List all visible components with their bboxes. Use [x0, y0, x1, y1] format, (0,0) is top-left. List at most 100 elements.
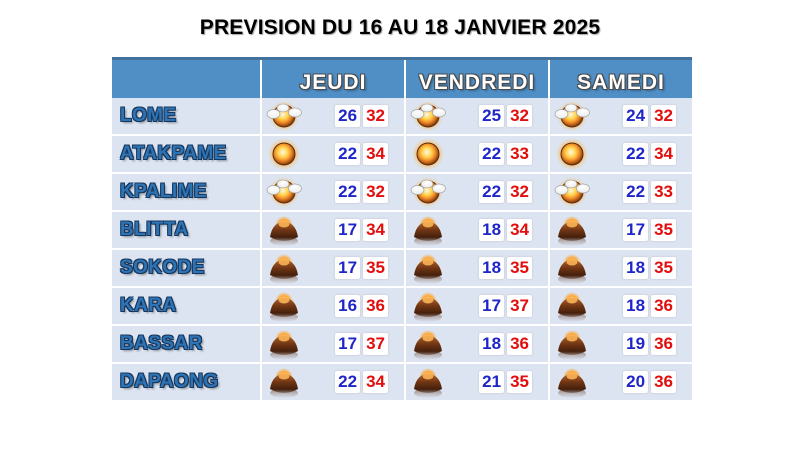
temp-min: 18 [623, 295, 649, 317]
day-cell: 17 37 [406, 288, 548, 324]
day-cell: 18 36 [406, 326, 548, 362]
day-cell: 17 34 [262, 212, 404, 248]
temperature-pair: 17 37 [335, 333, 388, 355]
haze-icon [266, 213, 302, 247]
day-cell: 26 32 [262, 98, 404, 134]
haze-icon [266, 251, 302, 285]
haze-icon [554, 365, 590, 399]
day-cell: 21 35 [406, 364, 548, 400]
temp-max: 32 [507, 181, 532, 203]
temp-min: 24 [623, 105, 649, 127]
temp-max: 34 [363, 219, 388, 241]
haze-icon [410, 251, 446, 285]
day-cell: 17 35 [550, 212, 692, 248]
day-cell: 22 33 [406, 136, 548, 172]
temperature-pair: 20 36 [623, 371, 676, 393]
day-cell: 22 34 [262, 364, 404, 400]
day-cell: 18 35 [406, 250, 548, 286]
day-cell: 16 36 [262, 288, 404, 324]
temp-min: 22 [623, 181, 649, 203]
temp-max: 35 [651, 219, 676, 241]
temp-min: 22 [623, 143, 649, 165]
haze-icon [266, 289, 302, 323]
day-cell: 22 32 [406, 174, 548, 210]
temp-min: 25 [479, 105, 505, 127]
temperature-pair: 22 32 [479, 181, 532, 203]
temp-min: 22 [335, 181, 361, 203]
temp-min: 20 [623, 371, 649, 393]
city-label: ATAKPAME [112, 136, 260, 172]
sun-clouds-icon [266, 99, 302, 133]
temp-max: 32 [363, 181, 388, 203]
temperature-pair: 17 37 [479, 295, 532, 317]
temp-max: 37 [507, 295, 532, 317]
temp-max: 32 [651, 105, 676, 127]
temp-min: 17 [335, 257, 361, 279]
temperature-pair: 22 34 [623, 143, 676, 165]
day-cell: 18 35 [550, 250, 692, 286]
temp-max: 36 [651, 333, 676, 355]
temp-max: 36 [363, 295, 388, 317]
sun-icon [554, 137, 590, 171]
temperature-pair: 18 34 [479, 219, 532, 241]
sun-clouds-icon [554, 99, 590, 133]
temp-max: 35 [507, 257, 532, 279]
city-label: DAPAONG [112, 364, 260, 400]
temp-min: 18 [623, 257, 649, 279]
city-label: BASSAR [112, 326, 260, 362]
temperature-pair: 25 32 [479, 105, 532, 127]
temp-max: 34 [363, 371, 388, 393]
city-label: SOKODE [112, 250, 260, 286]
temp-min: 18 [479, 333, 505, 355]
haze-icon [554, 327, 590, 361]
temp-min: 17 [479, 295, 505, 317]
temp-min: 21 [479, 371, 505, 393]
day-cell: 25 32 [406, 98, 548, 134]
temp-min: 17 [335, 219, 361, 241]
temp-max: 35 [507, 371, 532, 393]
temperature-pair: 22 34 [335, 143, 388, 165]
temp-max: 36 [507, 333, 532, 355]
temperature-pair: 26 32 [335, 105, 388, 127]
temp-min: 17 [335, 333, 361, 355]
haze-icon [410, 327, 446, 361]
temperature-pair: 18 36 [623, 295, 676, 317]
temp-max: 35 [363, 257, 388, 279]
temperature-pair: 24 32 [623, 105, 676, 127]
sun-clouds-icon [410, 175, 446, 209]
city-label: LOME [112, 98, 260, 134]
temp-min: 16 [335, 295, 361, 317]
sun-icon [266, 137, 302, 171]
day-cell: 24 32 [550, 98, 692, 134]
temp-max: 32 [507, 105, 532, 127]
temperature-pair: 19 36 [623, 333, 676, 355]
haze-icon [554, 251, 590, 285]
temperature-pair: 22 32 [335, 181, 388, 203]
temperature-pair: 18 35 [479, 257, 532, 279]
temp-min: 19 [623, 333, 649, 355]
temp-max: 34 [651, 143, 676, 165]
temp-min: 18 [479, 257, 505, 279]
city-label: KPALIME [112, 174, 260, 210]
haze-icon [410, 289, 446, 323]
haze-icon [410, 213, 446, 247]
temp-max: 37 [363, 333, 388, 355]
temperature-pair: 22 33 [623, 181, 676, 203]
sun-icon [410, 137, 446, 171]
sun-clouds-icon [554, 175, 590, 209]
haze-icon [266, 327, 302, 361]
temp-max: 36 [651, 371, 676, 393]
temp-max: 33 [507, 143, 532, 165]
day-cell: 22 34 [550, 136, 692, 172]
sun-clouds-icon [410, 99, 446, 133]
temp-min: 18 [479, 219, 505, 241]
day-cell: 18 34 [406, 212, 548, 248]
temp-min: 22 [479, 181, 505, 203]
day-cell: 18 36 [550, 288, 692, 324]
day-cell: 17 37 [262, 326, 404, 362]
temp-max: 32 [363, 105, 388, 127]
temperature-pair: 22 34 [335, 371, 388, 393]
temperature-pair: 22 33 [479, 143, 532, 165]
temperature-pair: 17 34 [335, 219, 388, 241]
temp-min: 22 [335, 143, 361, 165]
